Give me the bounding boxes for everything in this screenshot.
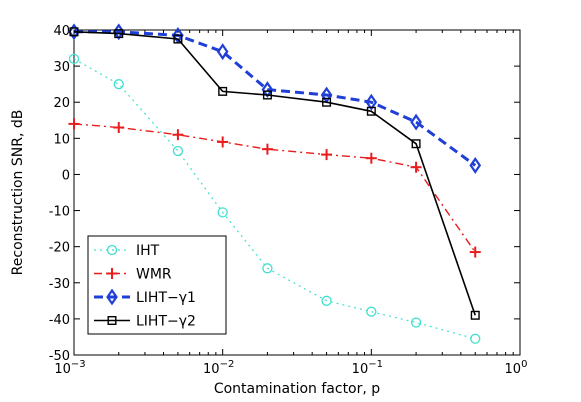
data-point-IHT — [172, 145, 184, 157]
data-point-LIHT-γ2 — [114, 29, 124, 39]
x-tick-label: 100 — [505, 359, 528, 377]
data-point-LIHT-γ1 — [216, 43, 229, 61]
data-point-LIHT-γ1 — [261, 81, 274, 99]
y-tick-label: 30 — [53, 60, 70, 75]
data-point-WMR — [321, 149, 333, 161]
y-axis-title: Reconstruction SNR, dB — [10, 110, 26, 276]
data-point-LIHT-γ1 — [410, 113, 422, 131]
y-tick-label: -50 — [49, 349, 70, 364]
y-tick-label: 40 — [53, 24, 70, 39]
series-line-WMR — [73, 123, 476, 253]
legend-label: LIHT−γ2 — [136, 314, 196, 330]
data-point-IHT — [410, 317, 422, 328]
data-point-LIHT-γ1 — [365, 93, 378, 111]
series-layer — [68, 23, 482, 344]
data-point-IHT — [366, 306, 377, 317]
legend-marker — [106, 244, 118, 256]
data-point-LIHT-γ1 — [172, 26, 184, 44]
y-tick-label: -40 — [49, 313, 70, 328]
legend-entry-WMR: WMR — [94, 267, 172, 283]
data-point-WMR — [410, 161, 422, 173]
data-point-LIHT-γ2 — [218, 86, 228, 96]
y-tick-label: -20 — [49, 241, 70, 256]
data-point-WMR — [113, 122, 125, 133]
data-point-WMR — [365, 152, 377, 164]
data-point-WMR — [261, 143, 273, 155]
legend-label: IHT — [136, 243, 160, 259]
y-tick-label: 20 — [53, 96, 70, 111]
series-line-IHT — [73, 58, 476, 340]
legend-entry-IHT: IHT — [94, 243, 160, 259]
x-tick-label: 10−2 — [203, 359, 234, 377]
y-tick-label: 0 — [62, 168, 70, 183]
legend-label: WMR — [136, 267, 172, 283]
data-point-LIHT-γ2 — [366, 106, 376, 116]
legend-label: LIHT−γ1 — [136, 290, 196, 306]
y-tick-label: 10 — [53, 132, 70, 147]
data-point-WMR — [217, 136, 229, 148]
series-IHT — [68, 53, 481, 344]
series-WMR — [68, 118, 481, 258]
series-LIHT-γ2 — [69, 27, 480, 320]
data-point-LIHT-γ2 — [411, 139, 421, 149]
data-point-LIHT-γ2 — [173, 34, 183, 44]
data-point-LIHT-γ2 — [262, 90, 272, 100]
data-point-LIHT-γ2 — [322, 97, 332, 107]
data-point-WMR — [469, 246, 481, 258]
x-tick-label: 10−1 — [352, 359, 383, 377]
data-point-IHT — [321, 295, 332, 306]
data-point-IHT — [68, 53, 80, 65]
data-point-IHT — [262, 263, 273, 274]
y-tick-label: -10 — [49, 205, 70, 220]
legend-marker — [107, 316, 117, 326]
legend-entry-LIHT-γ2: LIHT−γ2 — [94, 314, 196, 330]
legend-marker — [106, 268, 118, 279]
data-point-IHT — [217, 207, 228, 218]
y-tick-label: -30 — [49, 277, 70, 292]
series-line-LIHT-γ2 — [73, 31, 476, 316]
legend-marker — [106, 288, 118, 306]
legend-box — [87, 235, 227, 335]
data-point-IHT — [113, 79, 124, 90]
data-point-LIHT-γ1 — [469, 156, 482, 174]
legend-entry-LIHT-γ1: LIHT−γ1 — [94, 288, 196, 306]
legend: IHT WMR LIHT−γ1 LIHT−γ2 — [87, 235, 227, 335]
data-point-LIHT-γ2 — [69, 27, 79, 37]
series-line-LIHT-γ1 — [74, 30, 477, 167]
data-point-IHT — [470, 333, 481, 344]
data-point-LIHT-γ1 — [68, 23, 80, 41]
data-point-LIHT-γ2 — [470, 310, 480, 320]
data-point-WMR — [172, 129, 184, 141]
plot-frame — [73, 29, 521, 356]
x-axis-title: Contamination factor, p — [214, 381, 380, 397]
data-point-WMR — [68, 118, 80, 130]
